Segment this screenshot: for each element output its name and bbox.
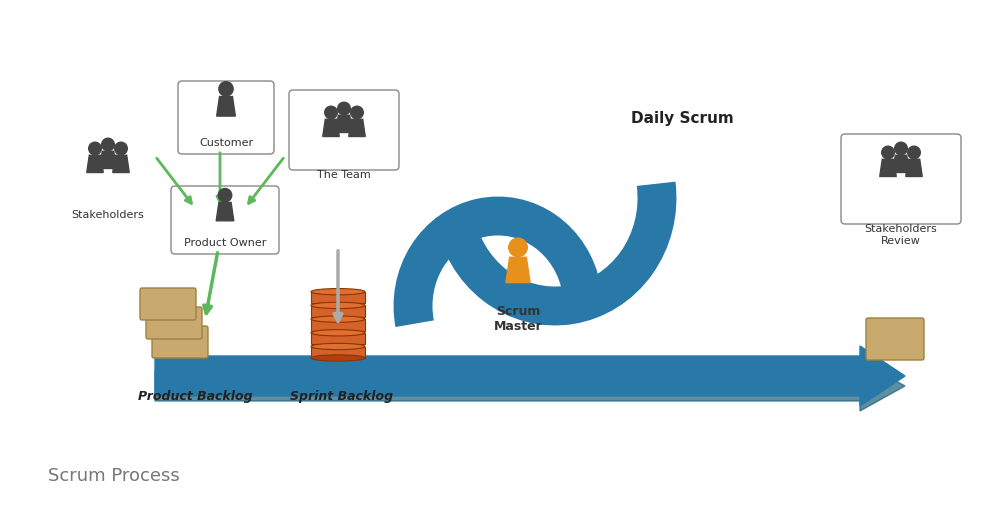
FancyBboxPatch shape	[152, 326, 208, 358]
Ellipse shape	[311, 316, 365, 322]
Polygon shape	[880, 159, 896, 176]
Circle shape	[218, 188, 232, 202]
Text: Stakeholders: Stakeholders	[72, 210, 144, 220]
Text: Sprint Backlog: Sprint Backlog	[290, 390, 394, 403]
Text: Scrum
Master: Scrum Master	[494, 305, 542, 333]
Bar	[311, 333, 365, 344]
Circle shape	[908, 146, 920, 159]
Ellipse shape	[311, 330, 365, 336]
FancyBboxPatch shape	[146, 307, 202, 339]
Circle shape	[115, 142, 127, 155]
Text: Daily Scrum: Daily Scrum	[631, 111, 733, 125]
Circle shape	[351, 106, 363, 119]
Polygon shape	[100, 151, 116, 169]
Polygon shape	[349, 119, 365, 137]
FancyBboxPatch shape	[841, 134, 961, 224]
FancyBboxPatch shape	[289, 90, 399, 170]
Bar	[311, 305, 365, 317]
Polygon shape	[216, 202, 234, 221]
Polygon shape	[323, 119, 339, 137]
Text: Product Owner: Product Owner	[184, 238, 266, 248]
FancyArrow shape	[155, 346, 905, 406]
FancyArrow shape	[155, 361, 905, 411]
FancyBboxPatch shape	[178, 81, 274, 154]
Circle shape	[882, 146, 894, 159]
Circle shape	[219, 82, 233, 96]
Polygon shape	[336, 115, 352, 133]
Bar	[311, 292, 365, 303]
Polygon shape	[893, 155, 909, 173]
Circle shape	[325, 106, 337, 119]
FancyBboxPatch shape	[171, 186, 279, 254]
Ellipse shape	[311, 302, 365, 308]
Circle shape	[509, 238, 527, 257]
Polygon shape	[113, 155, 129, 173]
Polygon shape	[217, 97, 235, 116]
Circle shape	[895, 142, 907, 155]
Ellipse shape	[311, 343, 365, 350]
Circle shape	[338, 102, 350, 115]
Polygon shape	[87, 155, 103, 173]
Text: Product Backlog: Product Backlog	[138, 390, 252, 403]
FancyBboxPatch shape	[866, 318, 924, 360]
Circle shape	[89, 142, 101, 155]
Text: Stakeholders
Review: Stakeholders Review	[865, 224, 937, 245]
Bar	[311, 319, 365, 331]
Ellipse shape	[311, 289, 365, 295]
Bar	[311, 346, 365, 358]
Polygon shape	[506, 257, 530, 282]
Circle shape	[102, 138, 114, 151]
Text: Scrum Process: Scrum Process	[48, 467, 180, 485]
FancyBboxPatch shape	[140, 288, 196, 320]
Ellipse shape	[311, 355, 365, 361]
Text: The Team: The Team	[317, 170, 371, 180]
Polygon shape	[906, 159, 922, 176]
Text: Customer: Customer	[199, 138, 253, 148]
